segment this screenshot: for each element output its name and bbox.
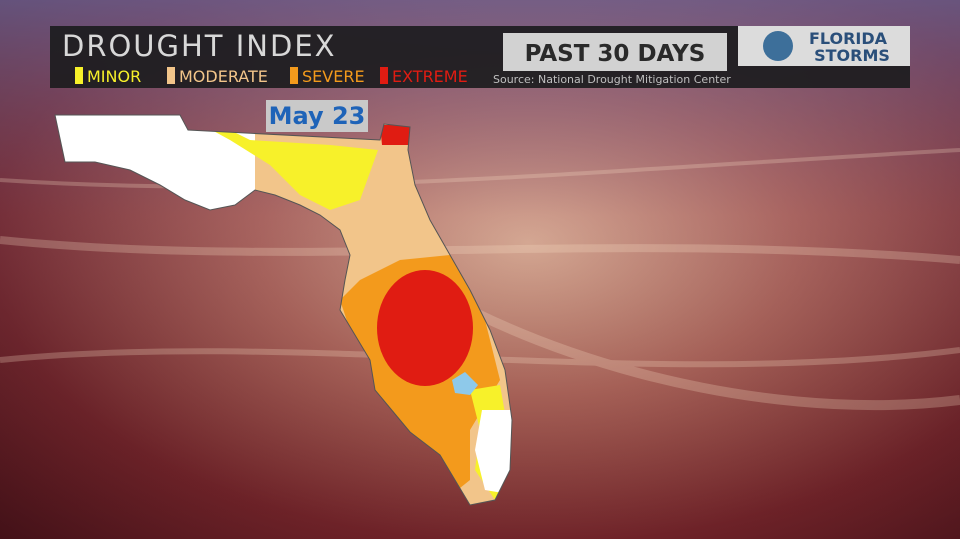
logo-icon [763,31,793,61]
map-date: May 23 [269,102,366,130]
legend-label: MODERATE [179,67,268,86]
legend-swatch [380,67,388,84]
state-outline [54,114,513,506]
period: PAST 30 DAYS [525,41,706,67]
title: DROUGHT INDEX [62,29,337,63]
logo-line2: STORMS [814,46,890,65]
legend-swatch [75,67,83,84]
legend-label: MINOR [87,67,141,86]
period-box [503,33,727,71]
legend-swatch [290,67,298,84]
background-streaks [0,148,960,411]
legend-swatch [167,67,175,84]
date-box [266,100,368,132]
source: Source: National Drought Mitigation Cent… [493,73,731,86]
legend-label: EXTREME [392,67,468,86]
legend: MINOR MODERATE SEVERE EXTREME [75,67,468,86]
logo-line1: FLORIDA [809,29,888,48]
legend-label: SEVERE [302,67,365,86]
